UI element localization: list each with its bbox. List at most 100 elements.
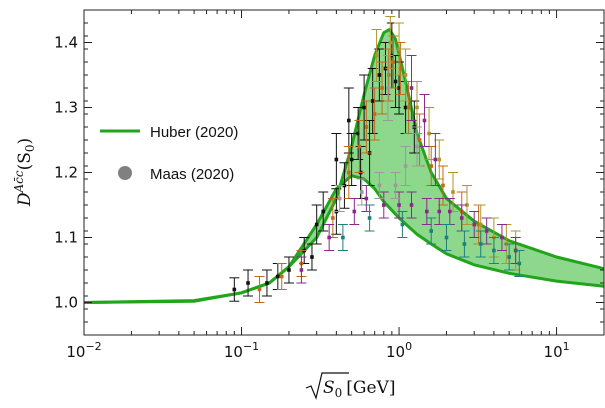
data-point bbox=[400, 48, 411, 102]
y-tick-label: 1.1 bbox=[54, 229, 78, 247]
data-point bbox=[254, 276, 265, 303]
point-marker bbox=[381, 203, 386, 207]
data-point bbox=[383, 48, 394, 102]
data-point bbox=[306, 243, 317, 271]
point-marker bbox=[422, 118, 427, 123]
legend-label-maas: Maas (2020) bbox=[150, 166, 234, 183]
data-point bbox=[412, 126, 423, 167]
data-point bbox=[390, 172, 401, 199]
sqrt-sign bbox=[305, 372, 349, 400]
point-marker bbox=[380, 86, 384, 90]
data-point bbox=[419, 94, 430, 147]
point-marker bbox=[377, 183, 382, 188]
point-marker bbox=[417, 138, 422, 142]
lattice-points bbox=[229, 16, 525, 303]
data-point bbox=[334, 185, 345, 212]
point-marker bbox=[386, 73, 391, 77]
point-marker bbox=[357, 144, 362, 149]
point-marker bbox=[367, 216, 372, 220]
point-marker bbox=[397, 47, 401, 51]
data-point bbox=[382, 55, 393, 121]
point-marker bbox=[364, 125, 369, 129]
point-marker bbox=[472, 222, 477, 227]
x-tick-label: 101 bbox=[544, 340, 570, 361]
point-marker bbox=[265, 281, 269, 285]
point-marker bbox=[433, 157, 438, 162]
point-marker bbox=[279, 274, 284, 279]
point-marker bbox=[327, 235, 331, 240]
point-marker bbox=[388, 40, 393, 45]
point-marker bbox=[444, 235, 449, 240]
point-marker bbox=[478, 222, 483, 227]
data-point bbox=[374, 172, 385, 199]
point-marker bbox=[377, 73, 382, 77]
x-tick-label: 10−2 bbox=[66, 340, 101, 361]
point-marker bbox=[287, 268, 291, 272]
y-title-close: ) bbox=[15, 138, 35, 145]
data-point bbox=[434, 139, 445, 180]
x-tick-label: 100 bbox=[386, 340, 412, 361]
y-title-sup: Ac̄c bbox=[12, 170, 26, 193]
point-marker bbox=[356, 131, 360, 136]
data-point bbox=[400, 146, 411, 186]
data-point bbox=[243, 269, 254, 297]
y-axis-title: DAc̄c(S0) bbox=[12, 138, 37, 207]
y-title-arg: (S bbox=[15, 152, 35, 170]
y-title-main: D bbox=[15, 192, 35, 207]
x-title-unit: [GeV] bbox=[346, 378, 395, 398]
data-point bbox=[469, 211, 480, 238]
point-marker bbox=[406, 105, 411, 110]
data-point bbox=[371, 29, 382, 82]
data-point bbox=[488, 237, 499, 264]
point-marker bbox=[349, 157, 354, 162]
data-point bbox=[481, 217, 492, 245]
data-point bbox=[318, 191, 329, 232]
point-marker bbox=[397, 203, 401, 207]
data-point bbox=[296, 256, 307, 284]
point-marker bbox=[409, 86, 414, 90]
point-marker bbox=[393, 183, 398, 188]
data-point bbox=[406, 55, 417, 121]
x-title-arg: S bbox=[323, 378, 335, 398]
point-marker bbox=[393, 79, 398, 84]
point-marker bbox=[232, 287, 237, 292]
x-title-sub: 0 bbox=[335, 386, 343, 400]
y-tick-label: 1.4 bbox=[54, 34, 78, 52]
point-marker bbox=[400, 222, 405, 227]
point-marker bbox=[429, 229, 434, 233]
data-point bbox=[359, 74, 370, 141]
point-marker bbox=[403, 73, 408, 77]
legend-label-huber: Huber (2020) bbox=[150, 124, 238, 141]
data-point bbox=[364, 204, 375, 232]
y-tick-label: 1.0 bbox=[54, 294, 78, 312]
data-point bbox=[356, 178, 367, 206]
point-marker bbox=[364, 196, 369, 201]
data-point bbox=[395, 42, 406, 95]
data-point bbox=[324, 224, 335, 251]
point-marker bbox=[459, 216, 464, 220]
data-point bbox=[424, 107, 435, 160]
point-marker bbox=[331, 216, 335, 220]
data-point bbox=[369, 87, 380, 141]
data-point bbox=[394, 22, 405, 76]
point-marker bbox=[359, 190, 364, 194]
point-marker bbox=[484, 229, 489, 233]
point-marker bbox=[448, 209, 452, 214]
x-axis-title: S0 [GeV] bbox=[305, 372, 395, 400]
point-marker bbox=[299, 268, 304, 272]
point-marker bbox=[437, 209, 442, 214]
data-point bbox=[475, 230, 486, 258]
point-marker bbox=[347, 170, 351, 175]
data-point bbox=[378, 191, 389, 219]
point-marker bbox=[347, 118, 351, 123]
data-point bbox=[361, 100, 372, 154]
point-marker bbox=[424, 209, 429, 214]
data-point bbox=[397, 211, 408, 238]
point-marker bbox=[391, 60, 396, 64]
band-lower-curve bbox=[83, 174, 605, 304]
data-point bbox=[337, 224, 348, 251]
data-point bbox=[504, 243, 515, 271]
data-point bbox=[426, 217, 437, 245]
